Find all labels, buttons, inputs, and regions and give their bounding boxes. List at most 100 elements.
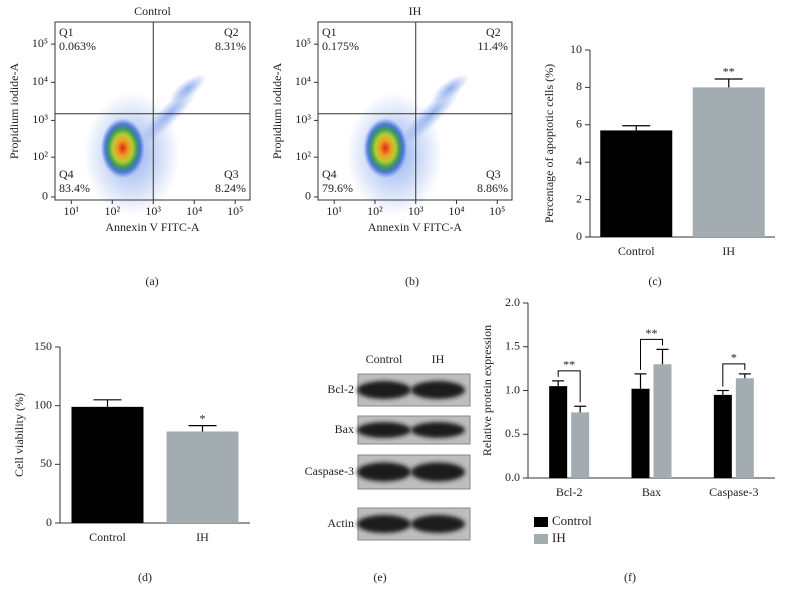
blot-band — [411, 462, 465, 482]
y-tick-label: 0 — [46, 515, 52, 529]
cell-density — [100, 118, 145, 179]
y-tick-label: 10³ — [295, 112, 311, 126]
x-tick-label: 10⁵ — [489, 204, 505, 218]
quadrant-value: 83.4% — [59, 181, 90, 195]
y-tick-label: 0 — [305, 189, 311, 203]
x-axis-label: Annexin V FITC-A — [368, 220, 463, 234]
y-axis-label: Percentage of apoptotic cells (%) — [542, 64, 556, 223]
quadrant-value: 8.24% — [215, 181, 246, 195]
quadrant-name: Q4 — [59, 167, 74, 181]
x-tick-label: 10⁴ — [448, 204, 464, 218]
legend-swatch — [534, 517, 548, 527]
y-axis-label: Propidium iodide-A — [270, 63, 284, 160]
significance-mark: ** — [723, 65, 735, 79]
x-tick-label: Bax — [642, 485, 661, 499]
x-tick-label: Caspase-3 — [709, 485, 758, 499]
y-tick-label: 0.5 — [505, 426, 520, 440]
cell-streak — [169, 74, 207, 103]
y-tick-label: 0.0 — [505, 470, 520, 484]
quadrant-value: 79.6% — [322, 181, 353, 195]
quadrant-value: 11.4% — [477, 39, 508, 53]
bar — [549, 386, 568, 478]
cell-streak — [431, 74, 469, 103]
blot-band — [357, 422, 411, 438]
y-tick-label: 10⁵ — [32, 36, 48, 50]
quadrant-value: 0.175% — [322, 39, 359, 53]
significance-mark: * — [200, 411, 206, 425]
bar — [692, 87, 765, 238]
legend-label: Control — [552, 513, 592, 528]
blot-band — [411, 515, 465, 533]
column-label: IH — [432, 352, 445, 366]
y-tick-label: 6 — [576, 117, 582, 131]
column-label: Control — [366, 352, 403, 366]
panel-label: (c) — [648, 274, 661, 288]
x-tick-label: Control — [618, 244, 655, 258]
quadrant-name: Q3 — [486, 167, 501, 181]
bar — [631, 388, 650, 478]
x-tick-label: 10² — [104, 204, 120, 218]
bar — [735, 378, 754, 478]
chart-title: IH — [409, 4, 422, 18]
quadrant-value: 8.31% — [215, 39, 246, 53]
blot-band — [411, 381, 465, 399]
y-tick-label: 1.0 — [505, 382, 520, 396]
x-tick-label: 10⁵ — [227, 204, 243, 218]
row-label: Actin — [327, 516, 354, 530]
x-tick-label: 10⁴ — [186, 204, 202, 218]
bar — [653, 364, 672, 478]
y-tick-label: 2.0 — [505, 295, 520, 309]
plot-frame — [54, 21, 251, 201]
x-tick-label: 10³ — [408, 204, 424, 218]
quadrant-name: Q1 — [59, 25, 74, 39]
x-axis-label: Annexin V FITC-A — [105, 220, 200, 234]
row-label: Caspase-3 — [305, 464, 354, 478]
x-tick-label: IH — [196, 530, 209, 544]
quadrant-name: Q4 — [322, 167, 337, 181]
row-label: Bcl-2 — [327, 382, 354, 396]
y-tick-label: 10² — [32, 149, 48, 163]
y-tick-label: 10⁴ — [295, 74, 311, 88]
x-tick-label: 10¹ — [63, 204, 79, 218]
significance-bracket — [722, 363, 746, 387]
y-tick-label: 150 — [34, 339, 52, 353]
quadrant-name: Q2 — [486, 25, 501, 39]
bar — [71, 406, 144, 523]
significance-mark: ** — [646, 326, 658, 340]
bar — [571, 412, 590, 478]
y-tick-label: 10⁵ — [295, 36, 311, 50]
quadrant-name: Q3 — [224, 167, 239, 181]
cell-density — [363, 118, 408, 179]
blot-band — [411, 422, 465, 438]
y-tick-label: 0 — [576, 229, 582, 243]
panel-label: (d) — [138, 570, 152, 584]
y-tick-label: 100 — [34, 397, 52, 411]
x-tick-label: 10¹ — [326, 204, 342, 218]
bar — [600, 130, 673, 237]
blot-band — [357, 462, 411, 482]
quadrant-name: Q1 — [322, 25, 337, 39]
blot-band — [357, 381, 411, 399]
panel-label: (f) — [624, 570, 636, 584]
y-tick-label: 10² — [295, 149, 311, 163]
quadrant-name: Q2 — [224, 25, 239, 39]
x-tick-label: 10³ — [145, 204, 161, 218]
y-tick-label: 4 — [576, 154, 582, 168]
plot-frame — [317, 21, 513, 201]
significance-mark: ** — [563, 358, 575, 372]
x-tick-label: IH — [722, 244, 735, 258]
row-label: Bax — [335, 422, 354, 436]
significance-mark: * — [731, 351, 737, 365]
x-tick-label: Control — [89, 530, 126, 544]
blot-band — [357, 515, 411, 533]
y-axis-label: Propidium iodide-A — [7, 63, 21, 160]
y-tick-label: 8 — [576, 79, 582, 93]
y-tick-label: 50 — [40, 456, 52, 470]
quadrant-value: 8.86% — [477, 181, 508, 195]
x-tick-label: 10² — [367, 204, 383, 218]
y-tick-label: 1.5 — [505, 339, 520, 353]
y-axis-label: Relative protein expression — [480, 325, 494, 456]
x-tick-label: Bcl-2 — [556, 485, 583, 499]
legend-swatch — [534, 534, 548, 544]
bar — [713, 394, 732, 478]
